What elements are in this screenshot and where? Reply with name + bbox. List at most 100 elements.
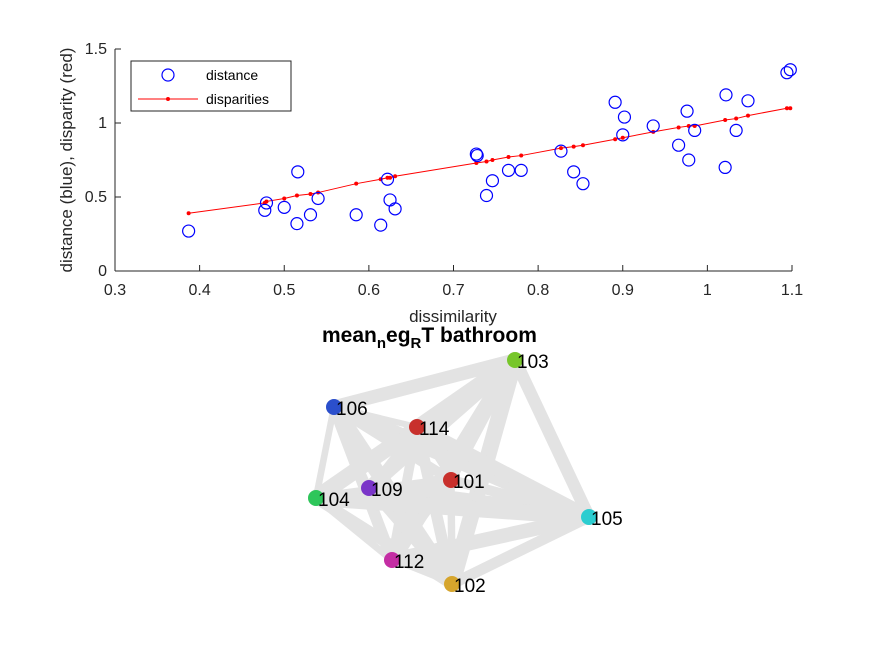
- legend-box: [130, 60, 292, 112]
- distance-point: [783, 63, 797, 77]
- network-node: [444, 576, 460, 592]
- distance-point: [485, 174, 500, 188]
- x-tick-label: 0.4: [189, 282, 211, 299]
- distance-point: [719, 88, 733, 102]
- distance-point: [672, 138, 686, 152]
- network-node: [361, 480, 377, 496]
- network-node: [308, 490, 324, 506]
- distance-point: [470, 148, 484, 163]
- x-tick-label: 0.3: [104, 282, 126, 299]
- x-ticks: 0.3 0.4 0.5 0.6 0.7 0.8 0.9 1 1.1: [104, 265, 803, 299]
- disparity-point: [519, 153, 524, 158]
- distance-point: [501, 163, 516, 177]
- network-edge: [327, 353, 522, 414]
- x-tick-label: 0.8: [527, 282, 549, 299]
- disparity-point: [186, 211, 191, 216]
- distance-point: [277, 200, 291, 214]
- network-node: [326, 399, 342, 415]
- distance-point: [514, 163, 528, 177]
- network-node-label: 105: [591, 509, 623, 530]
- x-tick-label: 1.1: [781, 282, 803, 299]
- disparity-point: [676, 125, 681, 130]
- y-tick-label: 1: [98, 115, 107, 132]
- disparity-point: [354, 181, 359, 186]
- disparity-point: [282, 196, 287, 201]
- disparity-point: [308, 192, 313, 197]
- disparity-point: [490, 158, 495, 162]
- network-node-label: 106: [336, 399, 368, 420]
- x-axis-label: dissimilarity: [409, 307, 497, 326]
- network-node: [507, 352, 523, 368]
- distance-point: [554, 144, 568, 158]
- disparity-point: [393, 174, 398, 179]
- network-edge: [410, 420, 596, 524]
- network-edge: [308, 490, 597, 525]
- distance-point: [380, 172, 395, 186]
- network-edge: [446, 511, 595, 590]
- network-node: [409, 419, 425, 435]
- legend-distance-label: distance: [206, 67, 258, 83]
- network-edge: [312, 403, 338, 502]
- disparity-point: [506, 155, 511, 160]
- title-part-3: eg: [386, 324, 411, 347]
- title-part-4: R: [411, 335, 422, 352]
- distance-point: [741, 94, 755, 108]
- y-tick-label: 1.5: [85, 41, 107, 58]
- distance-point: [576, 177, 590, 191]
- network-node-label: 103: [517, 352, 549, 373]
- legend-disparities-label: disparities: [206, 91, 269, 107]
- network-edge: [310, 492, 458, 590]
- distance-point: [646, 119, 660, 133]
- title-part-2: n: [377, 335, 386, 352]
- x-tick-label: 0.7: [442, 282, 464, 299]
- network-node-label: 102: [454, 576, 486, 597]
- series-distance: [182, 63, 797, 238]
- disparity-point: [484, 159, 489, 164]
- disparity-point: [734, 116, 739, 121]
- distance-point: [680, 104, 694, 118]
- disparity-point: [745, 113, 750, 118]
- network-edge: [384, 509, 597, 568]
- title-part-5: T bathroom: [421, 324, 537, 347]
- disparity-point: [264, 199, 269, 204]
- distance-point: [567, 165, 581, 179]
- distance-point: [616, 128, 630, 142]
- network-node: [581, 509, 597, 525]
- distance-point: [688, 123, 702, 137]
- distance-point: [718, 160, 732, 174]
- network-node-label: 112: [394, 552, 424, 573]
- distance-point: [608, 95, 622, 109]
- y-tick-label: 0: [98, 263, 107, 280]
- legend-distance-marker: [161, 68, 175, 82]
- disparity-point: [388, 175, 393, 180]
- network-plot: meannegRT bathroom 103 106 114 101 109 104 105…: [308, 324, 623, 597]
- y-axis-label: distance (blue), disparity (red): [57, 48, 76, 273]
- distance-point: [303, 208, 318, 222]
- scatter-plot: 0.3 0.4 0.5 0.6 0.7 0.8 0.9 1 1.1 0 0.5 1 1.5 dissi…: [57, 41, 803, 326]
- network-node: [384, 552, 400, 568]
- disparity-point: [580, 143, 585, 148]
- network-title: meannegRT bathroom: [322, 324, 537, 352]
- disparity-point: [571, 144, 576, 149]
- disparity-point: [723, 118, 728, 123]
- legend-disparities-marker: [166, 97, 170, 101]
- distance-point: [349, 208, 363, 222]
- distance-point: [182, 224, 196, 238]
- network-node: [443, 472, 459, 488]
- network-node-label: 109: [371, 480, 403, 501]
- distance-point: [259, 196, 274, 210]
- network-edge: [389, 557, 455, 587]
- y-ticks: 0 0.5 1 1.5: [85, 41, 121, 280]
- disparity-point: [294, 193, 299, 198]
- disparity-point: [613, 137, 618, 142]
- distance-point: [290, 217, 304, 231]
- series-disparities: [186, 106, 793, 216]
- legend: distance disparities: [130, 60, 292, 112]
- distance-point: [291, 165, 305, 179]
- network-edge: [508, 353, 596, 524]
- distance-point: [311, 191, 325, 206]
- distance-point: [780, 66, 794, 80]
- x-tick-label: 1: [703, 282, 712, 299]
- distance-point: [374, 218, 388, 232]
